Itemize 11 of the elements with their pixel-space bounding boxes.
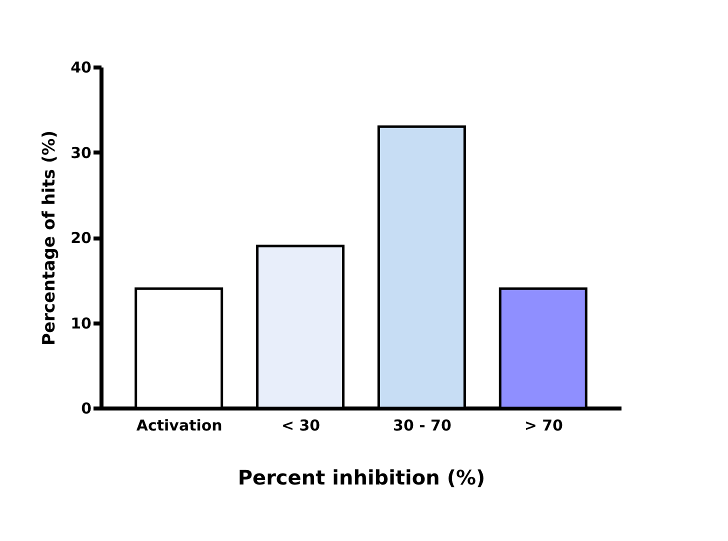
y-tick-label: 10 <box>70 314 92 332</box>
x-tick-label: < 30 <box>281 416 320 434</box>
x-tick-label: Activation <box>136 416 222 434</box>
y-tick-label: 20 <box>70 229 92 247</box>
y-axis-title: Percentage of hits (%) <box>40 130 60 346</box>
y-tick-label: 0 <box>81 400 92 418</box>
x-tick-label: > 70 <box>524 416 563 434</box>
y-tick-label: 30 <box>70 144 92 162</box>
y-tick-label: 40 <box>70 58 92 76</box>
x-axis-title: Percent inhibition (%) <box>238 466 486 490</box>
x-tick-label: 30 - 70 <box>393 416 452 434</box>
